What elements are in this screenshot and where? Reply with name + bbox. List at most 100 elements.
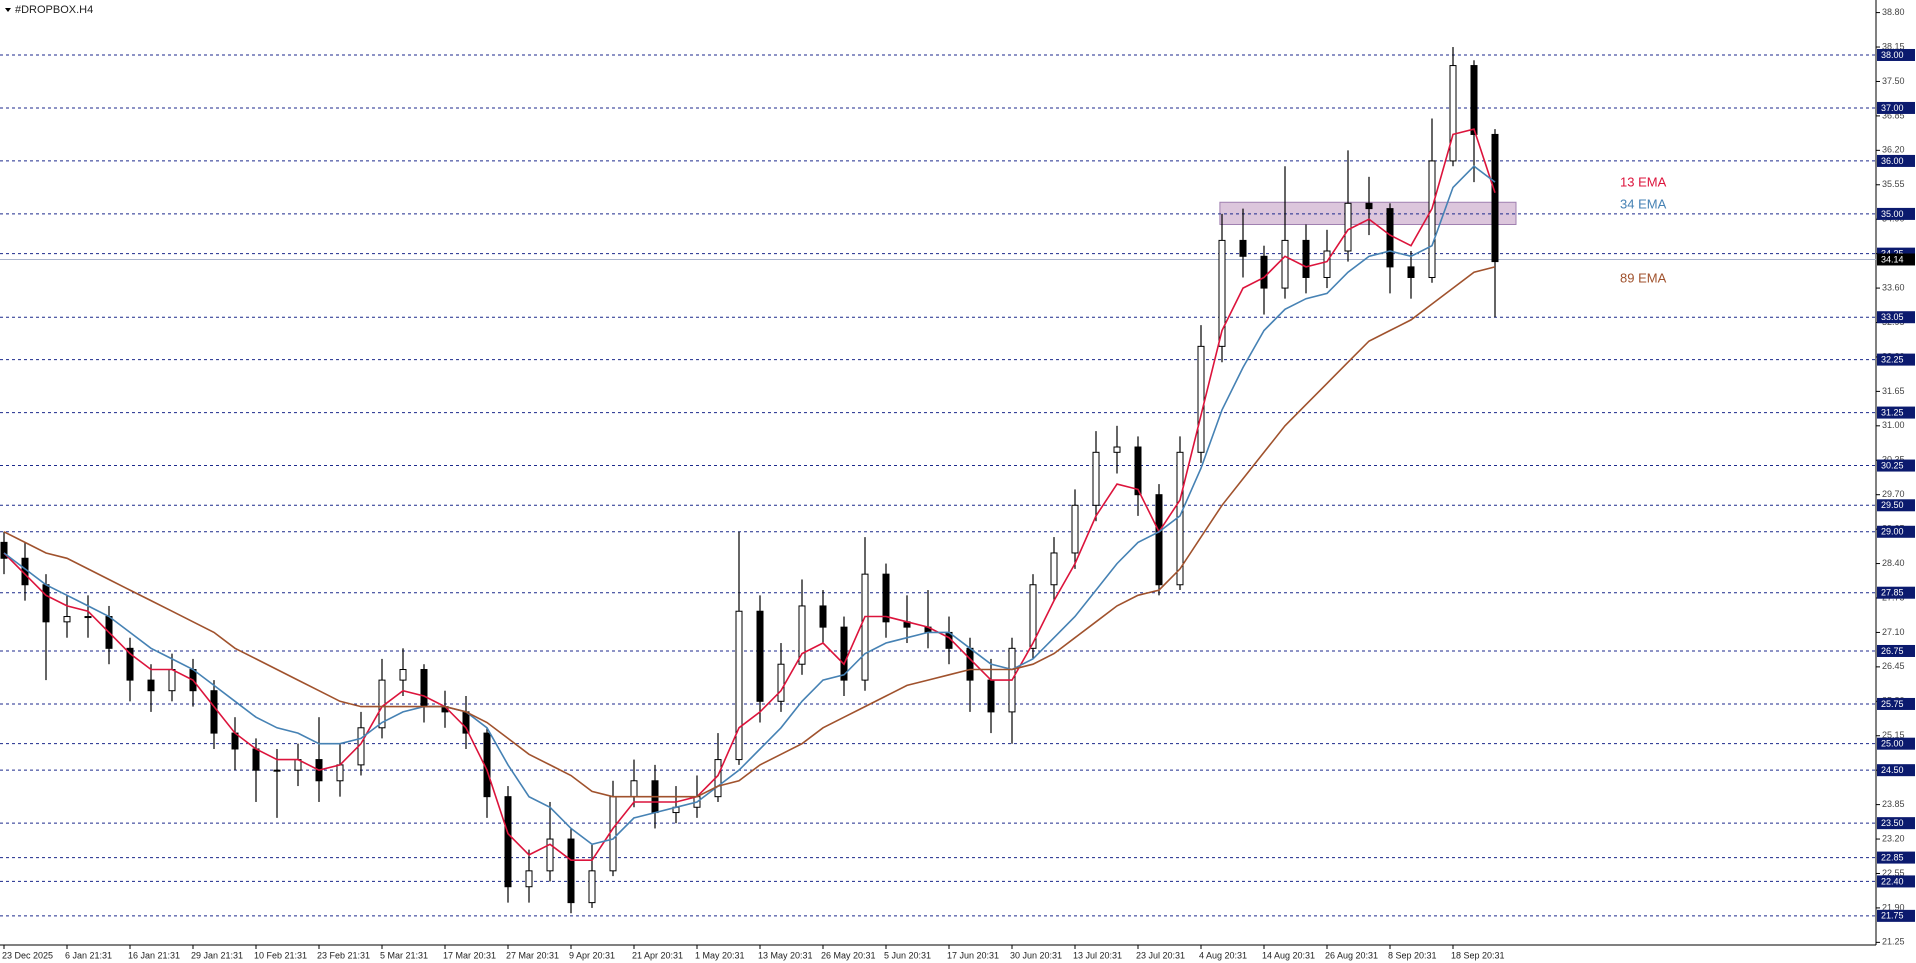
candle-body: [210, 690, 218, 734]
level-label-bg: [1877, 207, 1915, 220]
y-tick-label: 23.20: [1882, 833, 1905, 843]
candle-body: [588, 870, 596, 904]
candle-body: [1323, 250, 1331, 278]
candle-body: [777, 663, 785, 702]
y-tick-label: 31.00: [1882, 420, 1905, 430]
candle-body: [798, 605, 806, 665]
level-label: 37.00: [1881, 103, 1904, 113]
candle-body: [1134, 446, 1142, 496]
x-tick-label: 5 Mar 21:31: [380, 950, 428, 960]
x-tick-label: 14 Aug 20:31: [1262, 950, 1315, 960]
y-tick-label: 33.60: [1882, 282, 1905, 292]
level-label-bg: [1877, 499, 1915, 512]
y-tick-label: 36.20: [1882, 145, 1905, 155]
x-tick-label: 13 Jul 20:31: [1073, 950, 1122, 960]
level-label: 33.05: [1881, 312, 1904, 322]
level-label: 31.25: [1881, 407, 1904, 417]
ema-line: [3, 266, 1496, 798]
level-label-bg: [1877, 737, 1915, 750]
menu-arrow[interactable]: [5, 8, 11, 12]
candle-body: [147, 679, 155, 692]
y-tick-label: 28.40: [1882, 558, 1905, 568]
candle-body: [567, 838, 575, 904]
candle-body: [252, 748, 260, 771]
ema-line: [3, 165, 1496, 846]
candle-body: [546, 838, 554, 872]
candle-body: [504, 796, 512, 888]
candle-body: [1365, 202, 1373, 210]
x-tick-label: 26 Aug 20:31: [1325, 950, 1378, 960]
x-tick-label: 26 May 20:31: [821, 950, 876, 960]
candle-body: [420, 669, 428, 708]
level-label: 35.00: [1881, 209, 1904, 219]
candle-body: [1470, 65, 1478, 135]
x-tick-label: 1 May 20:31: [695, 950, 745, 960]
candle-body: [1281, 239, 1289, 289]
level-label-bg: [1877, 154, 1915, 167]
candle-body: [1092, 451, 1100, 506]
candle-body: [1029, 584, 1037, 649]
candle-body: [336, 764, 344, 782]
level-label: 26.75: [1881, 646, 1904, 656]
candle-body: [630, 780, 638, 798]
level-label-bg: [1877, 764, 1915, 777]
level-label-bg: [1877, 311, 1915, 324]
x-tick-label: 21 Apr 20:31: [632, 950, 683, 960]
level-label-bg: [1877, 875, 1915, 888]
candle-body: [1050, 552, 1058, 586]
current-price-label: 34.14: [1881, 254, 1904, 264]
candle-body: [1155, 494, 1163, 586]
candle-body: [84, 616, 92, 619]
x-tick-label: 6 Jan 21:31: [65, 950, 112, 960]
y-tick-label: 31.65: [1882, 386, 1905, 396]
candle-body: [1197, 345, 1205, 453]
candle-body: [42, 584, 50, 623]
y-tick-label: 25.15: [1882, 730, 1905, 740]
candle-body: [1449, 65, 1457, 162]
current-price-bg: [1877, 253, 1915, 266]
level-label-bg: [1877, 586, 1915, 599]
x-tick-label: 23 Feb 21:31: [317, 950, 370, 960]
level-label-bg: [1877, 644, 1915, 657]
legend-label: 89 EMA: [1620, 270, 1667, 285]
candle-body: [1302, 239, 1310, 278]
level-label-bg: [1877, 697, 1915, 710]
candle-body: [987, 679, 995, 713]
level-label-bg: [1877, 353, 1915, 366]
candle-body: [462, 711, 470, 734]
candle-body: [861, 573, 869, 681]
candle-body: [273, 769, 281, 772]
level-label: 27.85: [1881, 588, 1904, 598]
candle-body: [882, 573, 890, 623]
candle-body: [609, 796, 617, 872]
level-label-bg: [1877, 851, 1915, 864]
level-label: 30.25: [1881, 460, 1904, 470]
x-tick-label: 5 Jun 20:31: [884, 950, 931, 960]
candle-body: [1218, 239, 1226, 347]
y-tick-label: 21.90: [1882, 902, 1905, 912]
level-label-bg: [1877, 817, 1915, 830]
y-tick-label: 36.85: [1882, 110, 1905, 120]
legend-label: 13 EMA: [1620, 174, 1667, 189]
level-label: 22.85: [1881, 852, 1904, 862]
candle-body: [168, 669, 176, 692]
candle-body: [1260, 255, 1268, 289]
candle-body: [735, 610, 743, 761]
level-label-bg: [1877, 406, 1915, 419]
x-tick-label: 17 Mar 20:31: [443, 950, 496, 960]
y-tick-label: 23.85: [1882, 799, 1905, 809]
candle-body: [1386, 208, 1394, 268]
x-tick-label: 29 Jan 21:31: [191, 950, 243, 960]
x-tick-label: 23 Jul 20:31: [1136, 950, 1185, 960]
chart-title: #DROPBOX.H4: [15, 4, 93, 16]
x-tick-label: 17 Jun 20:31: [947, 950, 999, 960]
level-label: 36.00: [1881, 156, 1904, 166]
level-label: 24.50: [1881, 765, 1904, 775]
candle-body: [1491, 133, 1499, 263]
x-tick-label: 27 Mar 20:31: [506, 950, 559, 960]
candle-body: [1407, 266, 1415, 278]
candle-body: [840, 626, 848, 681]
level-label-bg: [1877, 459, 1915, 472]
